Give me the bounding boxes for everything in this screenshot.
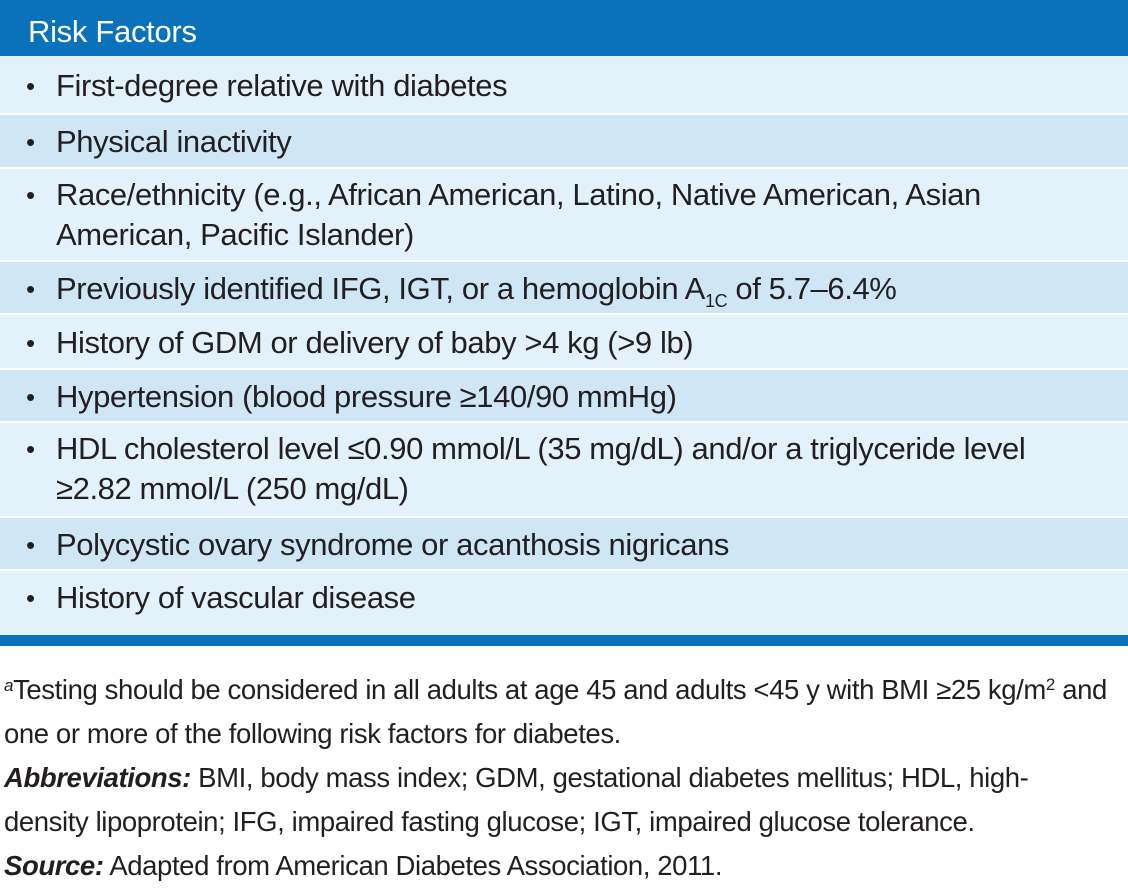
bullet-icon: • <box>26 71 35 101</box>
table-notes: aTesting should be considered in all adu… <box>0 646 1128 888</box>
table-header: Risk Factors <box>0 0 1128 56</box>
superscript: 2 <box>1045 675 1055 694</box>
footnote-marker: a <box>4 676 14 695</box>
risk-factor-row: • Physical inactivity <box>0 113 1128 167</box>
risk-factor-row: • First-degree relative with diabetes <box>0 56 1128 113</box>
bullet-icon: • <box>26 180 35 210</box>
risk-factor-text: First-degree relative with diabetes <box>56 68 508 103</box>
bullet-icon: • <box>26 274 35 304</box>
risk-factor-list: • First-degree relative with diabetes • … <box>0 56 1128 646</box>
subscript-1c: 1C <box>704 291 728 311</box>
risk-factor-text: Previously identified IFG, IGT, or a hem… <box>56 271 897 311</box>
risk-factor-text: Race/ethnicity (e.g., African American, … <box>56 177 981 252</box>
risk-factor-row: • History of vascular disease <box>0 569 1128 635</box>
bullet-icon: • <box>26 530 35 560</box>
bullet-icon: • <box>26 434 35 464</box>
abbreviations-label: Abbreviations: <box>4 762 191 793</box>
risk-factor-text: Hypertension (blood pressure ≥140/90 mmH… <box>56 379 677 414</box>
risk-factor-text: History of vascular disease <box>56 580 416 615</box>
source-label: Source: <box>4 850 104 881</box>
risk-factor-text: HDL cholesterol level ≤0.90 mmol/L (35 m… <box>56 431 1026 506</box>
risk-factor-text: History of GDM or delivery of baby >4 kg… <box>56 325 694 360</box>
risk-factor-row: • Race/ethnicity (e.g., African American… <box>0 167 1128 260</box>
bullet-icon: • <box>26 382 35 412</box>
bullet-icon: • <box>26 583 35 613</box>
abbreviations: Abbreviations: BMI, body mass index; GDM… <box>4 762 1029 837</box>
bullet-icon: • <box>26 127 35 157</box>
risk-factor-row: • Previously identified IFG, IGT, or a h… <box>0 260 1128 313</box>
risk-factor-row: • History of GDM or delivery of baby >4 … <box>0 313 1128 368</box>
source: Source: Adapted from American Diabetes A… <box>4 850 723 881</box>
risk-factor-row: • HDL cholesterol level ≤0.90 mmol/L (35… <box>0 421 1128 516</box>
table-title: Risk Factors <box>28 14 197 49</box>
risk-factor-text: Physical inactivity <box>56 124 292 159</box>
risk-factor-row: • Polycystic ovary syndrome or acanthosi… <box>0 516 1128 569</box>
footnote: aTesting should be considered in all adu… <box>4 674 1107 749</box>
risk-factor-row: • Hypertension (blood pressure ≥140/90 m… <box>0 368 1128 421</box>
risk-factor-text: Polycystic ovary syndrome or acanthosis … <box>56 527 730 562</box>
bullet-icon: • <box>26 328 35 358</box>
